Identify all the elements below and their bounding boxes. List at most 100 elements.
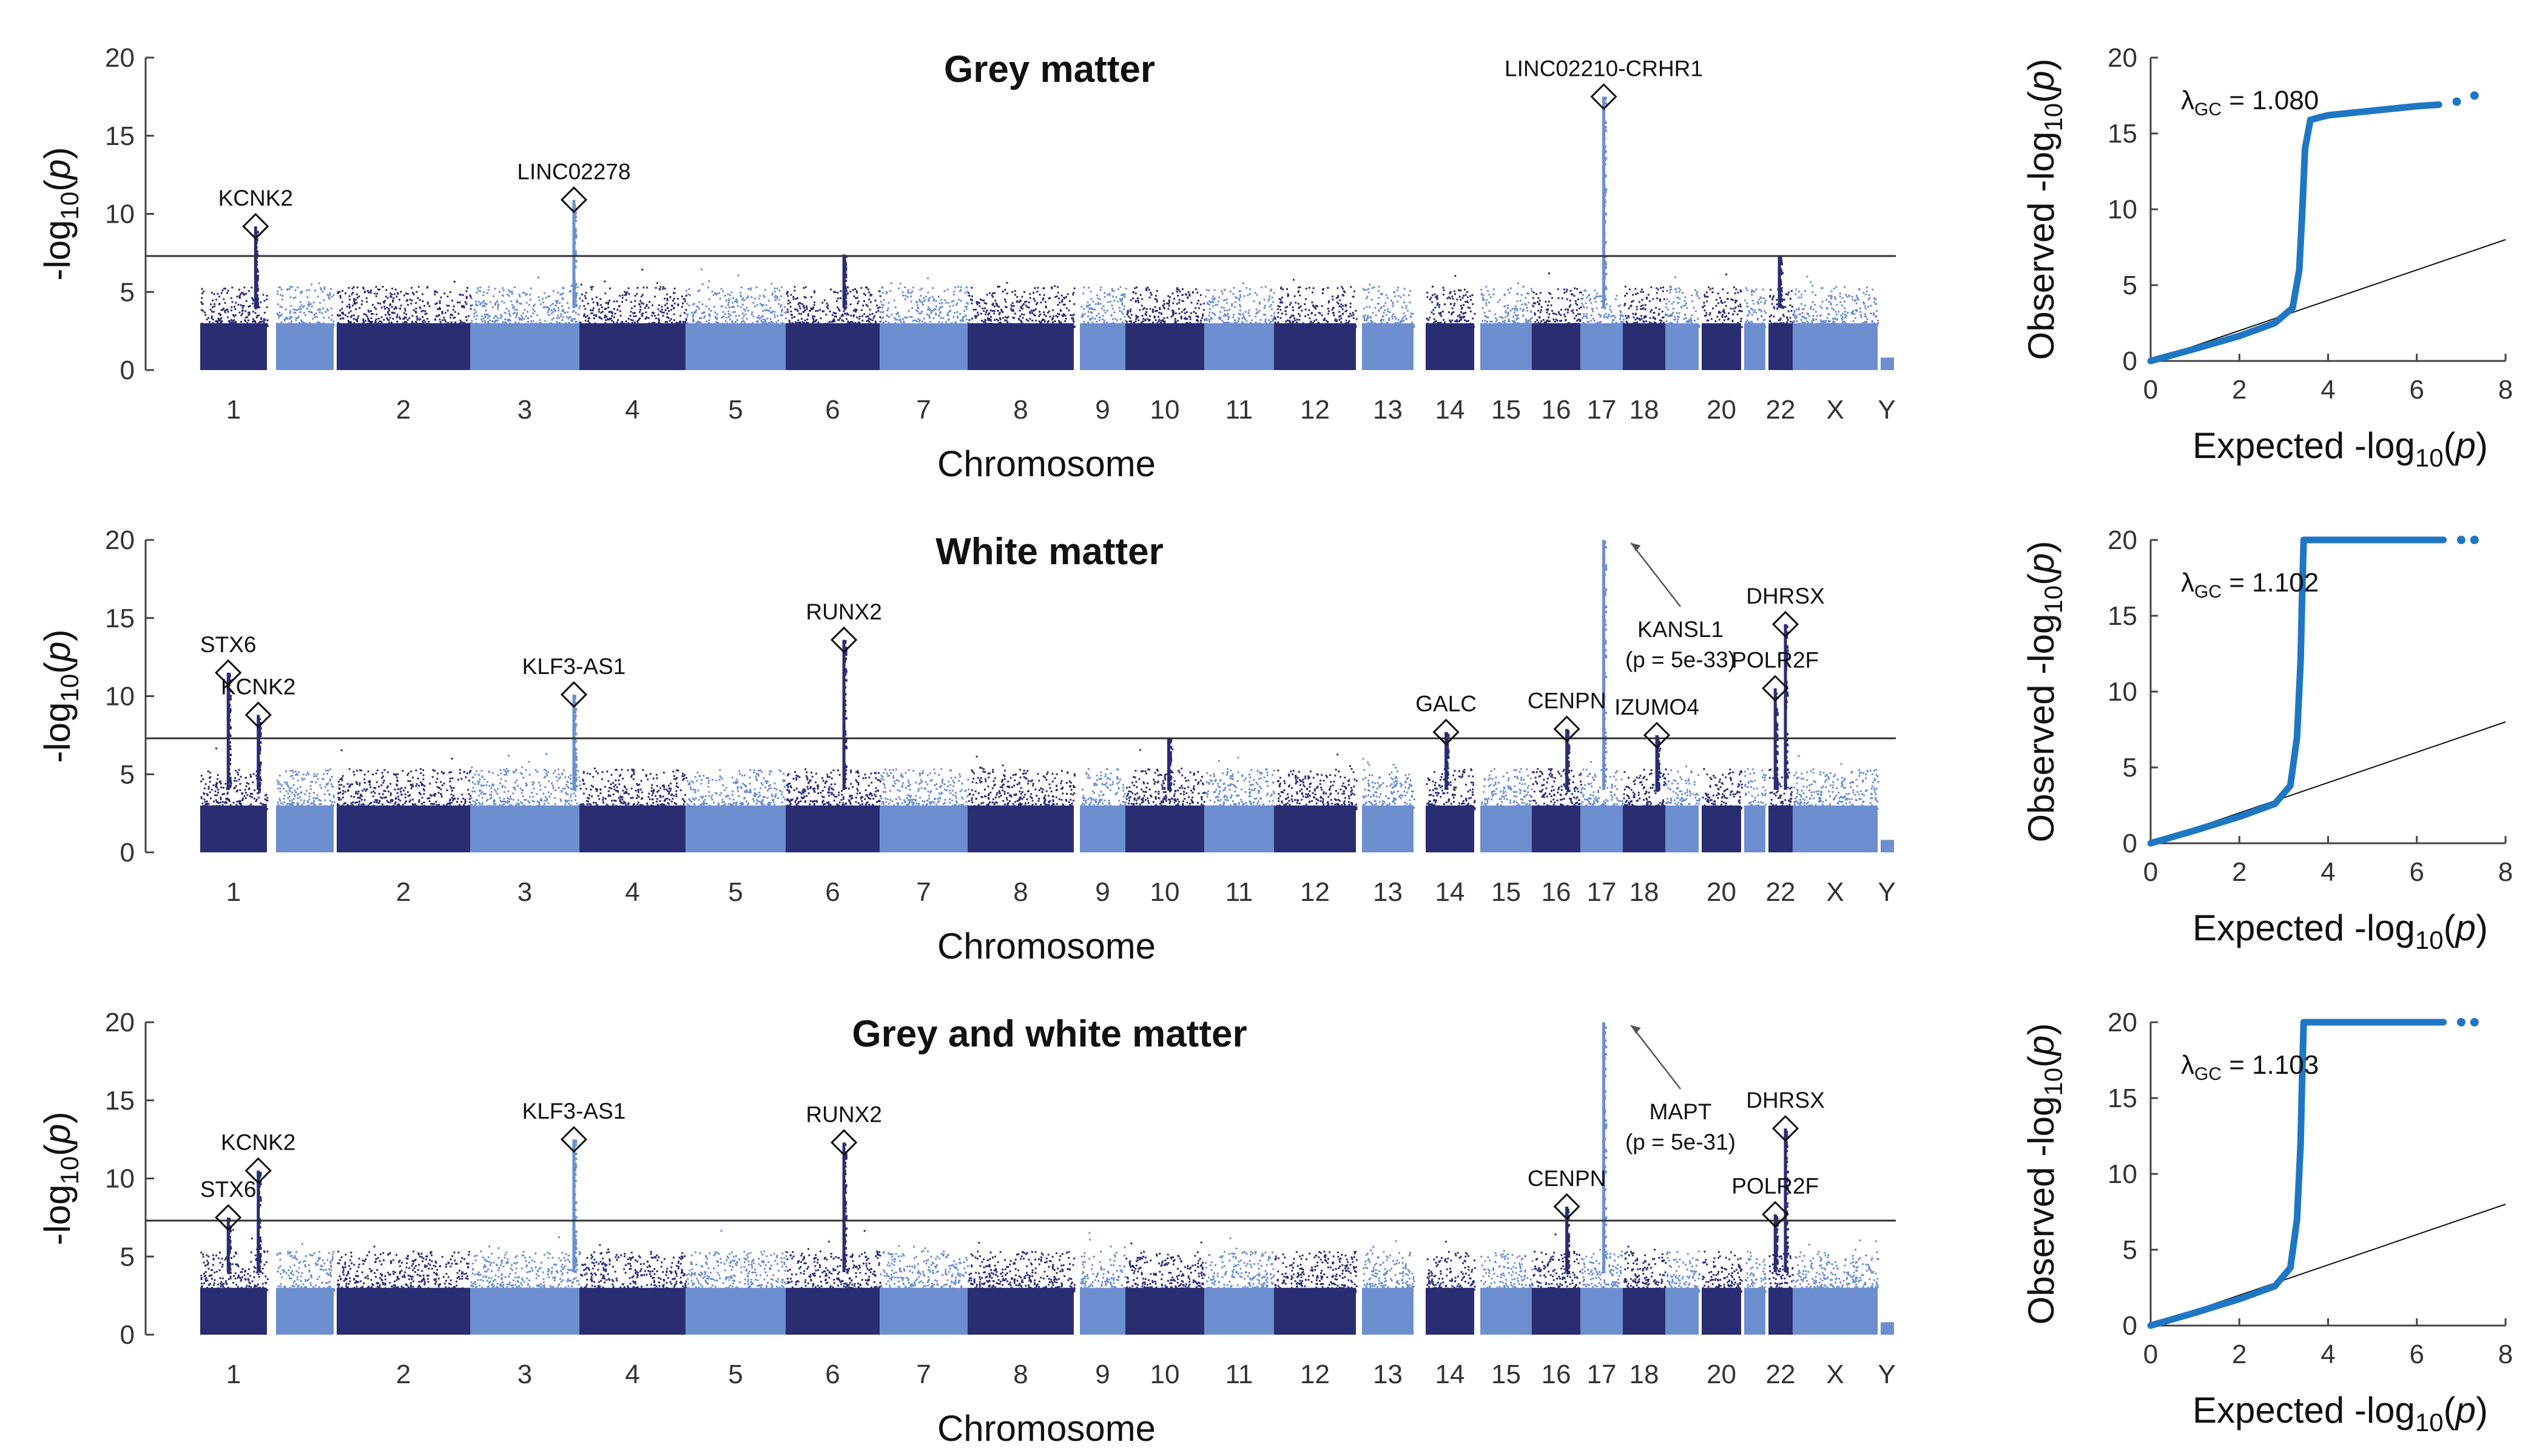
snp-point [653,323,656,326]
snp-point [1396,323,1398,325]
snp-point [1043,294,1045,296]
snp-point [1337,303,1340,305]
snp-point [1485,316,1488,318]
snp-point [363,313,365,315]
snp-point [413,323,416,325]
snp-point [676,297,679,300]
snp-point [294,309,297,311]
snp-point [1121,298,1124,301]
snp-point [716,326,719,328]
snp-point [1162,300,1165,302]
snp-point [724,306,727,309]
snp-point [1057,323,1060,326]
snp-point [707,286,709,289]
snp-point [709,322,711,325]
snp-point [468,315,470,317]
snp-point [624,325,626,327]
snp-point [404,320,406,323]
snp-point [1502,324,1504,326]
snp-point [1571,326,1574,328]
snp-point [1382,315,1384,317]
snp-point [999,311,1001,314]
snp-point [803,326,805,328]
snp-point [366,315,368,317]
snp-point [1263,298,1266,301]
snp-point [976,315,978,317]
snp-point [396,323,399,326]
snp-point [908,309,910,312]
snp-point [254,323,257,326]
snp-point [1579,319,1582,322]
snp-point [1039,313,1042,315]
snp-point [1297,303,1299,305]
snp-point [484,321,487,323]
snp-point [558,326,560,328]
snp-point [1205,295,1207,298]
snp-point [1151,311,1154,313]
snp-point [679,325,682,328]
snp-point [289,286,292,288]
snp-point [575,292,577,294]
snp-point [934,312,937,315]
snp-point [1122,326,1124,328]
snp-point [1615,322,1617,324]
snp-point [664,309,667,311]
snp-point [794,286,796,288]
snp-point [1462,315,1464,318]
snp-point [847,325,849,327]
snp-point-band [686,323,786,370]
snp-point [380,316,383,318]
snp-point [1528,326,1530,328]
snp-point [1010,308,1013,310]
snp-point [714,311,716,314]
snp-point [1303,325,1306,328]
snp-point [1289,323,1291,325]
snp-point [570,326,573,328]
snp-point [526,311,528,313]
snp-point [215,320,217,323]
snp-point [1000,325,1002,327]
snp-point [1312,326,1315,328]
snp-point [554,326,557,328]
snp-point [517,322,520,324]
snp-point [1210,318,1212,320]
snp-point [658,321,660,323]
snp-point [959,290,962,292]
snp-point [463,322,466,325]
snp-point [376,313,378,315]
snp-point [234,306,236,308]
snp-point [1142,326,1144,328]
snp-point [627,322,630,325]
snp-point [1237,326,1239,328]
snp-point [353,326,356,328]
snp-point [1505,311,1507,314]
snp-point [306,307,309,309]
snp-point [977,311,979,314]
snp-point [230,318,232,321]
snp-point [1350,286,1352,288]
snp-point [1576,288,1579,290]
snp-point [473,315,476,318]
snp-point [1603,308,1606,310]
snp-point [811,308,814,311]
snp-point [838,309,841,312]
snp-point [1139,326,1142,328]
snp-point [1560,314,1562,317]
snp-point [1072,319,1074,322]
snp-point [411,322,413,325]
snp-point [1534,324,1536,326]
snp-point [396,307,398,309]
snp-point [1142,308,1145,311]
snp-point [792,296,795,298]
snp-point [908,292,910,294]
snp-point [760,303,763,306]
snp-point [1404,326,1407,328]
snp-point [600,311,602,314]
snp-point [1332,307,1335,309]
snp-point [497,303,499,306]
snp-point [731,321,733,323]
snp-point [1340,315,1342,317]
snp-point [575,325,577,328]
snp-point [1163,317,1165,319]
snp-point [1514,314,1517,316]
